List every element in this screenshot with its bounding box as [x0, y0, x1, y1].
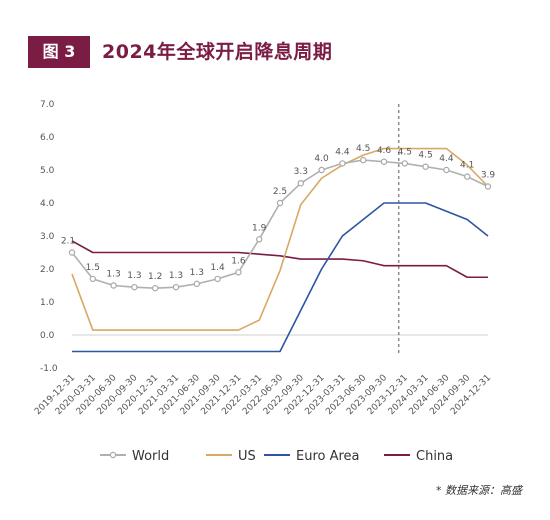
- world-point: [193, 280, 200, 288]
- world-data-label: 4.5: [418, 151, 432, 161]
- world-point: [401, 160, 408, 167]
- chart-title: 2024年全球开启降息周期: [102, 41, 333, 63]
- y-tick-label: 2.0: [40, 265, 55, 275]
- world-point: [318, 166, 325, 174]
- world-data-label: 1.3: [106, 270, 120, 280]
- world-data-label: 1.3: [169, 271, 183, 281]
- world-point: [297, 179, 304, 187]
- y-tick-label: -1.0: [40, 364, 58, 374]
- y-tick-label: 0.0: [40, 331, 55, 341]
- world-point: [339, 160, 346, 167]
- world-point: [131, 283, 138, 291]
- world-data-label: 2.5: [273, 187, 287, 197]
- legend-label-china: China: [416, 449, 453, 464]
- series-line-euro-area: [72, 202, 489, 353]
- y-tick-label: 7.0: [40, 100, 55, 110]
- world-point: [89, 275, 97, 283]
- y-tick-label: 4.0: [40, 199, 55, 209]
- world-point: [256, 236, 263, 243]
- world-point: [443, 166, 450, 174]
- world-point: [214, 275, 221, 283]
- world-point: [172, 283, 180, 291]
- y-tick-label: 3.0: [40, 232, 55, 242]
- world-point: [276, 199, 284, 207]
- world-data-label: 3.9: [481, 171, 496, 181]
- world-data-label: 1.3: [190, 268, 204, 278]
- world-point: [422, 163, 429, 170]
- world-data-label: 4.5: [398, 147, 412, 157]
- world-data-label: 1.2: [148, 272, 162, 282]
- world-data-label: 4.0: [314, 154, 329, 164]
- y-tick-label: 6.0: [40, 133, 55, 143]
- world-point: [235, 269, 242, 276]
- world-data-label: 4.6: [377, 146, 392, 156]
- world-data-label: 4.4: [439, 154, 454, 164]
- world-data-label: 4.1: [460, 161, 474, 171]
- world-data-label: 2.1: [61, 237, 75, 247]
- world-data-label: 4.5: [356, 144, 370, 154]
- series-line-us: [71, 147, 489, 331]
- world-data-label: 4.4: [335, 147, 350, 157]
- world-data-label: 1.5: [86, 263, 100, 273]
- y-tick-label: 5.0: [40, 166, 55, 176]
- world-point: [68, 249, 76, 256]
- world-point: [380, 158, 388, 165]
- world-point: [151, 284, 159, 292]
- world-data-label: 1.4: [210, 263, 225, 273]
- legend-label-us: US: [238, 449, 256, 464]
- world-data-label: 1.9: [252, 223, 267, 233]
- world-data-label: 3.3: [294, 167, 308, 177]
- legend-label-euro-area: Euro Area: [296, 449, 360, 464]
- source-note: * 数据来源：高盛: [436, 484, 522, 497]
- world-point: [464, 173, 471, 180]
- figure-number-badge: 图 3: [28, 36, 90, 68]
- world-point: [484, 183, 492, 190]
- world-point: [110, 282, 117, 289]
- world-data-label: 1.6: [231, 256, 246, 266]
- series-line-china: [71, 240, 488, 279]
- world-point: [360, 156, 367, 164]
- y-tick-label: 1.0: [40, 298, 55, 308]
- legend-label-world: World: [132, 449, 169, 464]
- world-data-label: 1.3: [127, 271, 141, 281]
- legend-marker-world: [109, 451, 117, 459]
